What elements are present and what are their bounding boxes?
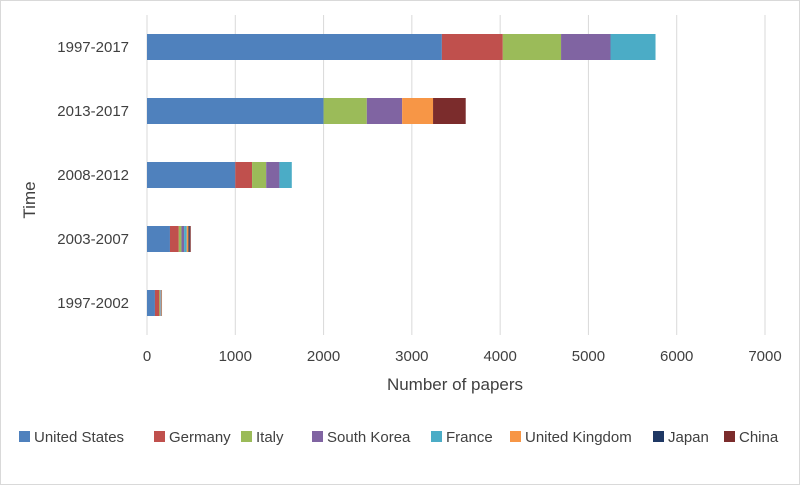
x-tick-label: 4000 <box>483 348 516 365</box>
y-tick-label: 1997-2002 <box>57 295 129 312</box>
legend-label: United States <box>34 429 124 446</box>
y-tick-label: 2008-2012 <box>57 167 129 184</box>
legend-label: Italy <box>256 429 284 446</box>
legend-swatch <box>154 431 165 442</box>
bar-segment <box>147 290 155 316</box>
y-tick-label: 2003-2007 <box>57 231 129 248</box>
bar-segment <box>159 290 160 316</box>
bar-segment <box>147 162 235 188</box>
y-axis-label: Time <box>20 181 39 218</box>
x-tick-label: 2000 <box>307 348 340 365</box>
bar-segment <box>324 98 367 124</box>
x-tick-label: 6000 <box>660 348 693 365</box>
x-tick-label: 0 <box>143 348 151 365</box>
bar-segment <box>181 226 184 252</box>
bar-segment <box>190 226 191 252</box>
bar-segment <box>503 34 561 60</box>
bar-segment <box>266 162 279 188</box>
bar-segment <box>367 98 402 124</box>
y-tick-label: 2013-2017 <box>57 103 129 120</box>
bar-segment <box>235 162 252 188</box>
bar-segment <box>252 162 266 188</box>
x-tick-label: 1000 <box>219 348 252 365</box>
legend-label: United Kingdom <box>525 429 632 446</box>
legend-label: China <box>739 429 779 446</box>
bar-segment <box>179 226 182 252</box>
bar-segment <box>155 290 159 316</box>
x-axis-label: Number of papers <box>387 375 523 394</box>
bar-segment <box>184 226 187 252</box>
legend-label: South Korea <box>327 429 411 446</box>
bar-segment <box>147 98 324 124</box>
legend-swatch <box>431 431 442 442</box>
x-tick-label: 5000 <box>572 348 605 365</box>
x-tick-label: 7000 <box>748 348 781 365</box>
x-tick-label: 3000 <box>395 348 428 365</box>
bar-segment <box>561 34 610 60</box>
bar-segment <box>188 226 189 252</box>
bar-segment <box>147 34 442 60</box>
legend-label: France <box>446 429 493 446</box>
legend-swatch <box>724 431 735 442</box>
y-tick-label: 1997-2017 <box>57 39 129 56</box>
bar-segment <box>147 226 170 252</box>
bar-segment <box>442 34 503 60</box>
bar-segment <box>187 226 189 252</box>
legend-swatch <box>653 431 664 442</box>
legend-swatch <box>241 431 252 442</box>
bar-segment <box>433 98 466 124</box>
legend-label: Germany <box>169 429 231 446</box>
legend-swatch <box>510 431 521 442</box>
legend-swatch <box>312 431 323 442</box>
legend-swatch <box>19 431 30 442</box>
bar-segment <box>611 34 656 60</box>
bar-segment <box>170 226 179 252</box>
bar-segment <box>279 162 291 188</box>
bar-segment <box>402 98 433 124</box>
legend-label: Japan <box>668 429 709 446</box>
